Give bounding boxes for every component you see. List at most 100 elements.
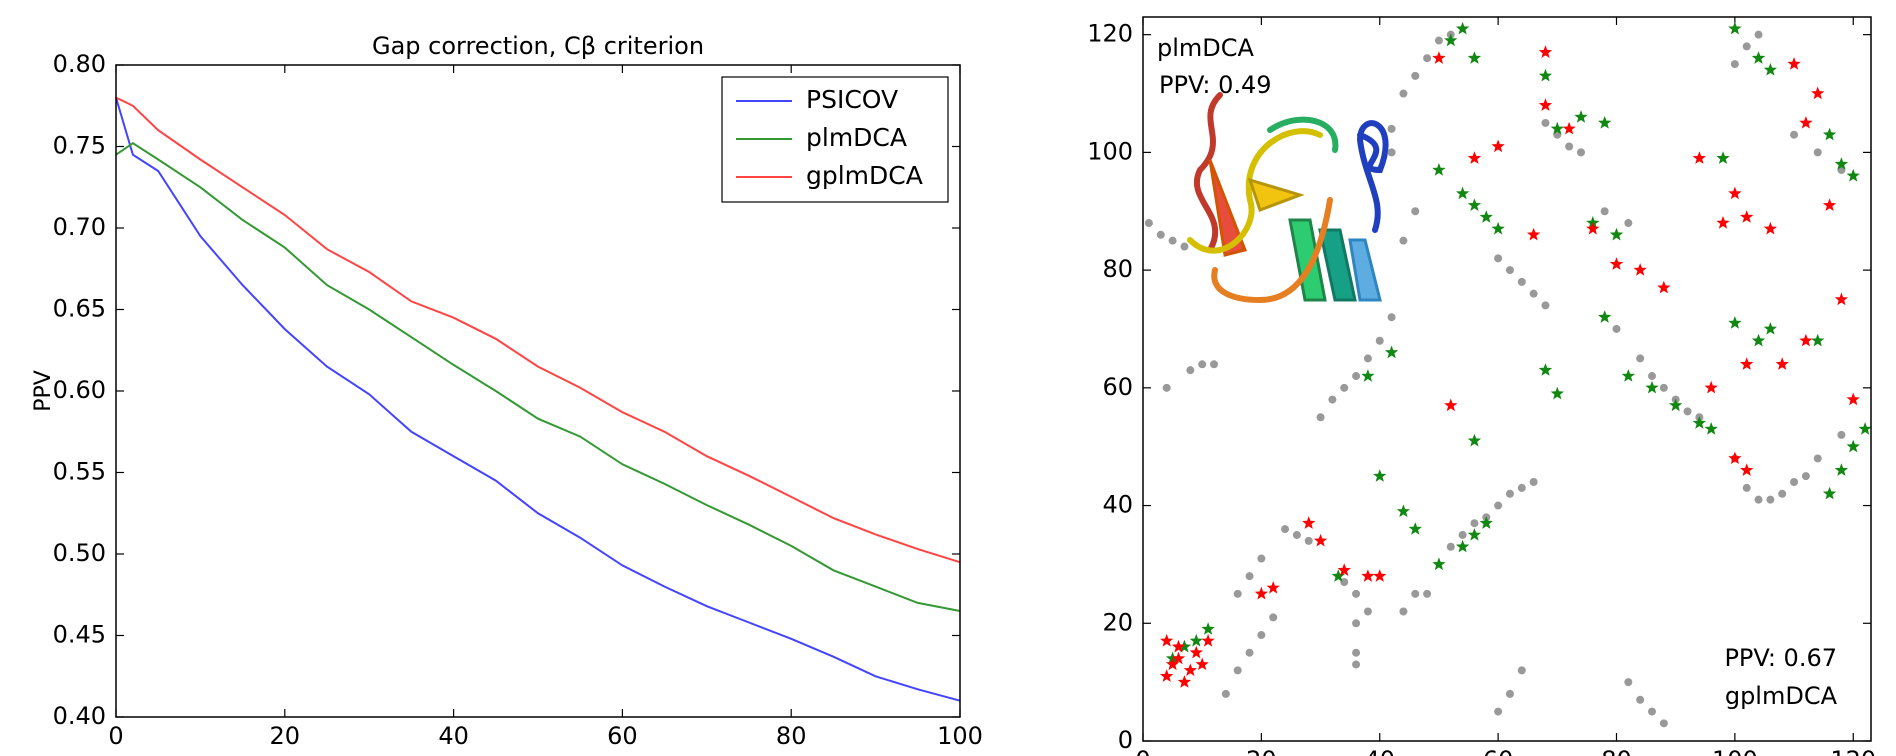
star-point <box>1302 516 1316 529</box>
star-point <box>1574 110 1588 123</box>
star-point <box>1538 68 1553 82</box>
star-point <box>1456 186 1470 200</box>
star-point <box>1373 469 1387 482</box>
dot-point <box>1742 42 1751 51</box>
y-tick-label: 0.55 <box>53 458 106 486</box>
star-point <box>1704 380 1718 394</box>
star-point <box>1195 657 1209 671</box>
star-point <box>1763 63 1777 76</box>
dot-point <box>1517 666 1526 675</box>
star-point <box>1704 422 1718 435</box>
dot-point <box>1399 607 1408 616</box>
star-point <box>1728 451 1742 465</box>
dot-point <box>1458 530 1467 539</box>
dot-point <box>1659 719 1668 728</box>
star-point <box>1751 333 1766 347</box>
star-point <box>1479 210 1493 223</box>
dot-point <box>1168 236 1177 245</box>
x-tick-label: 120 <box>1830 746 1876 756</box>
annotation: PPV: 0.49 <box>1159 71 1272 99</box>
dot-point <box>1742 483 1751 492</box>
dot-point <box>1754 30 1763 39</box>
star-point <box>1456 539 1470 553</box>
star-point <box>1633 263 1647 276</box>
dot-point <box>1328 395 1337 404</box>
dot-point <box>1340 578 1349 587</box>
dot-point <box>1517 277 1526 286</box>
dot-point <box>1411 589 1420 598</box>
star-point <box>1834 292 1849 306</box>
star-point <box>1491 139 1505 153</box>
star-point <box>1160 669 1174 682</box>
dot-point <box>1648 372 1657 381</box>
dot-point <box>1352 372 1361 381</box>
star-point <box>1763 322 1777 335</box>
y-tick-label: 0.40 <box>53 702 106 730</box>
dot-point <box>1387 124 1396 133</box>
dot-point <box>1156 230 1165 239</box>
dot-point <box>1517 483 1526 492</box>
dot-point <box>1245 572 1254 581</box>
dot-point <box>1505 266 1514 275</box>
star-point <box>1834 463 1849 476</box>
x-tick-label: 20 <box>1246 746 1277 756</box>
x-tick-label: 60 <box>1483 746 1514 756</box>
dot-point <box>1434 36 1443 45</box>
y-tick-label: 0.60 <box>53 376 106 404</box>
dot-point <box>1648 707 1657 716</box>
dot-point <box>1659 383 1668 392</box>
y-tick-label: 100 <box>1087 137 1133 165</box>
dot-point <box>1565 142 1574 151</box>
star-point <box>1266 581 1280 594</box>
star-point <box>1171 639 1186 653</box>
star-point <box>1467 151 1482 164</box>
star-point <box>1609 227 1624 241</box>
dot-point <box>1162 383 1171 392</box>
star-point <box>1467 528 1482 541</box>
star-point <box>1669 398 1683 412</box>
star-point <box>1740 463 1754 476</box>
star-point <box>1444 33 1458 47</box>
dot-point <box>1144 219 1153 228</box>
x-tick-label: 40 <box>438 722 469 750</box>
dot-point <box>1423 54 1432 63</box>
star-point <box>1728 316 1742 329</box>
star-point <box>1479 516 1493 529</box>
dot-point <box>1399 236 1408 245</box>
dot-point <box>1612 324 1621 333</box>
line-series <box>115 96 961 564</box>
dot-point <box>1423 589 1432 598</box>
dot-point <box>1837 430 1846 439</box>
star-point <box>1384 345 1399 359</box>
star-point <box>1432 51 1446 64</box>
dot-point <box>1576 148 1585 157</box>
star-point <box>1177 675 1192 688</box>
dot-point <box>1352 648 1361 657</box>
star-point <box>1313 533 1328 547</box>
annotation: gplmDCA <box>1725 682 1838 710</box>
y-axis-label: PPV <box>31 370 56 412</box>
legend-label: gplmDCA <box>806 161 923 190</box>
star-point <box>1527 227 1541 241</box>
dot-point <box>1186 366 1195 375</box>
star-point <box>1189 645 1203 659</box>
y-tick-label: 120 <box>1087 20 1133 48</box>
annotation: plmDCA <box>1157 34 1255 62</box>
star-point <box>1408 522 1422 535</box>
star-point <box>1811 333 1825 347</box>
y-tick-label: 40 <box>1102 491 1133 519</box>
x-tick-label: 100 <box>1712 746 1758 756</box>
dot-point <box>1233 589 1242 598</box>
star-point <box>1822 198 1837 211</box>
dot-point <box>1411 207 1420 216</box>
star-point <box>1538 98 1553 111</box>
legend-label: PSICOV <box>806 85 898 114</box>
dot-point <box>1624 219 1633 228</box>
x-tick-label: 60 <box>607 722 638 750</box>
star-point <box>1728 21 1742 35</box>
dot-point <box>1411 71 1420 80</box>
dot-point <box>1198 360 1207 369</box>
dot-point <box>1529 289 1538 298</box>
star-point <box>1171 651 1186 665</box>
plot-frame <box>1142 16 1872 742</box>
